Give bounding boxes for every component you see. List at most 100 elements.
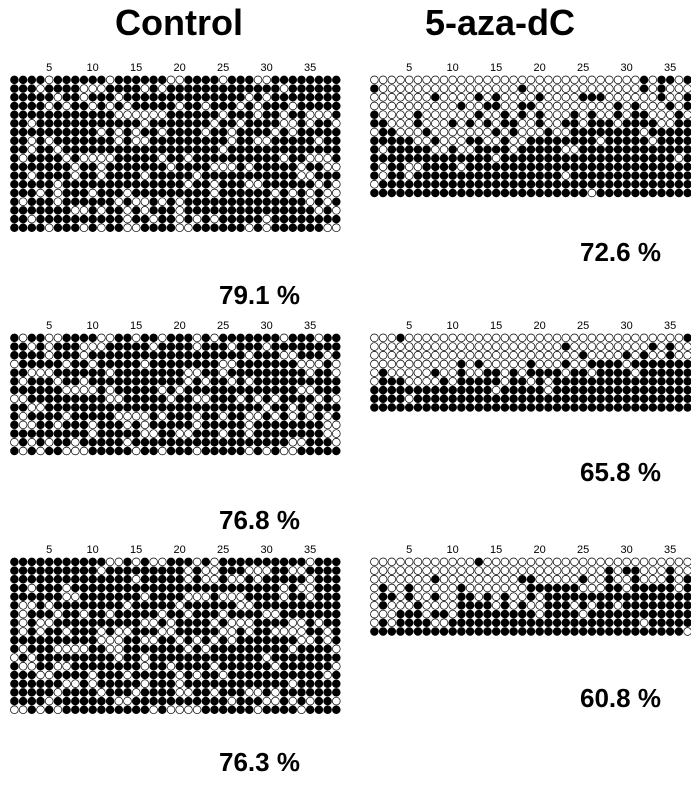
methylated-site	[175, 368, 184, 377]
methylated-site	[279, 206, 289, 215]
methylated-site	[474, 385, 484, 395]
unmethylated-site	[665, 84, 675, 93]
methylated-site	[149, 438, 158, 447]
position-label: 30	[621, 544, 633, 556]
methylated-site	[544, 394, 553, 404]
unmethylated-site	[378, 145, 388, 154]
methylated-site	[149, 403, 158, 412]
methylated-site	[27, 635, 37, 645]
unmethylated-site	[622, 333, 631, 343]
position-label: 25	[217, 62, 229, 74]
unmethylated-site	[431, 101, 440, 111]
methylated-site	[305, 644, 315, 654]
methylated-site	[236, 136, 245, 146]
unmethylated-site	[474, 101, 484, 111]
unmethylated-site	[297, 566, 306, 575]
unmethylated-site	[561, 557, 571, 567]
unmethylated-site	[483, 557, 492, 567]
methylated-site	[262, 188, 271, 198]
methylated-site	[210, 136, 219, 146]
methylated-site	[88, 592, 97, 601]
methylated-site	[570, 153, 579, 163]
unmethylated-site	[535, 609, 544, 619]
methylated-site	[184, 679, 193, 688]
unmethylated-site	[500, 377, 510, 386]
methylated-site	[218, 566, 228, 575]
methylated-site	[105, 171, 115, 180]
methylated-site	[297, 153, 306, 163]
methylated-site	[613, 101, 623, 111]
methylated-site	[245, 84, 254, 93]
methylated-site	[236, 153, 245, 163]
methylated-site	[131, 119, 141, 128]
unmethylated-site	[683, 627, 691, 636]
unmethylated-site	[439, 75, 449, 85]
methylated-site	[131, 145, 141, 154]
methylated-site	[227, 566, 237, 575]
methylated-site	[175, 662, 184, 671]
methylated-site	[253, 635, 263, 645]
methylated-site	[53, 75, 63, 85]
unmethylated-site	[491, 153, 501, 163]
methylated-site	[535, 162, 544, 172]
unmethylated-site	[253, 394, 263, 404]
methylated-site	[457, 377, 466, 386]
unmethylated-site	[27, 438, 37, 447]
methylated-site	[27, 609, 37, 619]
methylated-site	[218, 214, 228, 224]
methylated-site	[105, 136, 115, 146]
unmethylated-site	[114, 110, 124, 119]
methylated-site	[262, 411, 271, 421]
methylated-site	[44, 385, 54, 395]
methylated-site	[605, 403, 614, 412]
unmethylated-site	[613, 119, 623, 128]
unmethylated-site	[544, 566, 553, 575]
methylated-site	[227, 385, 237, 395]
methylated-site	[114, 575, 124, 584]
unmethylated-site	[140, 420, 150, 430]
unmethylated-site	[535, 342, 544, 351]
methylated-site	[79, 670, 89, 680]
methylated-site	[439, 153, 449, 163]
methylation-grid: 5 10 15 20 25 30 35	[370, 320, 691, 412]
methylated-site	[279, 385, 289, 395]
methylated-site	[88, 394, 97, 404]
methylated-site	[297, 93, 306, 102]
methylated-site	[535, 583, 544, 593]
methylated-site	[184, 627, 193, 636]
methylated-site	[71, 110, 80, 119]
methylated-site	[210, 145, 219, 154]
unmethylated-site	[175, 214, 184, 224]
methylated-site	[201, 679, 211, 688]
methylated-site	[175, 162, 184, 172]
unmethylated-site	[431, 583, 440, 593]
methylated-site	[140, 180, 150, 189]
methylated-site	[271, 119, 280, 128]
unmethylated-site	[483, 75, 492, 85]
methylated-site	[149, 206, 158, 215]
methylated-site	[175, 653, 184, 662]
methylated-site	[236, 214, 245, 224]
methylated-site	[44, 162, 54, 172]
methylated-site	[631, 153, 640, 163]
methylated-site	[175, 583, 184, 593]
methylated-site	[587, 377, 597, 386]
unmethylated-site	[297, 635, 306, 645]
methylated-site	[149, 377, 158, 386]
methylated-site	[114, 385, 124, 395]
unmethylated-site	[622, 101, 631, 111]
methylated-site	[79, 162, 89, 172]
unmethylated-site	[578, 101, 588, 111]
methylated-site	[227, 214, 237, 224]
methylated-site	[613, 377, 623, 386]
unmethylated-site	[97, 127, 106, 137]
methylated-site	[114, 583, 124, 593]
unmethylated-site	[396, 601, 405, 610]
methylated-site	[474, 188, 484, 198]
unmethylated-site	[448, 575, 457, 584]
methylated-site	[218, 180, 228, 189]
methylated-site	[210, 438, 219, 447]
methylated-site	[131, 84, 141, 93]
unmethylated-site	[683, 342, 691, 351]
methylated-site	[149, 592, 158, 601]
